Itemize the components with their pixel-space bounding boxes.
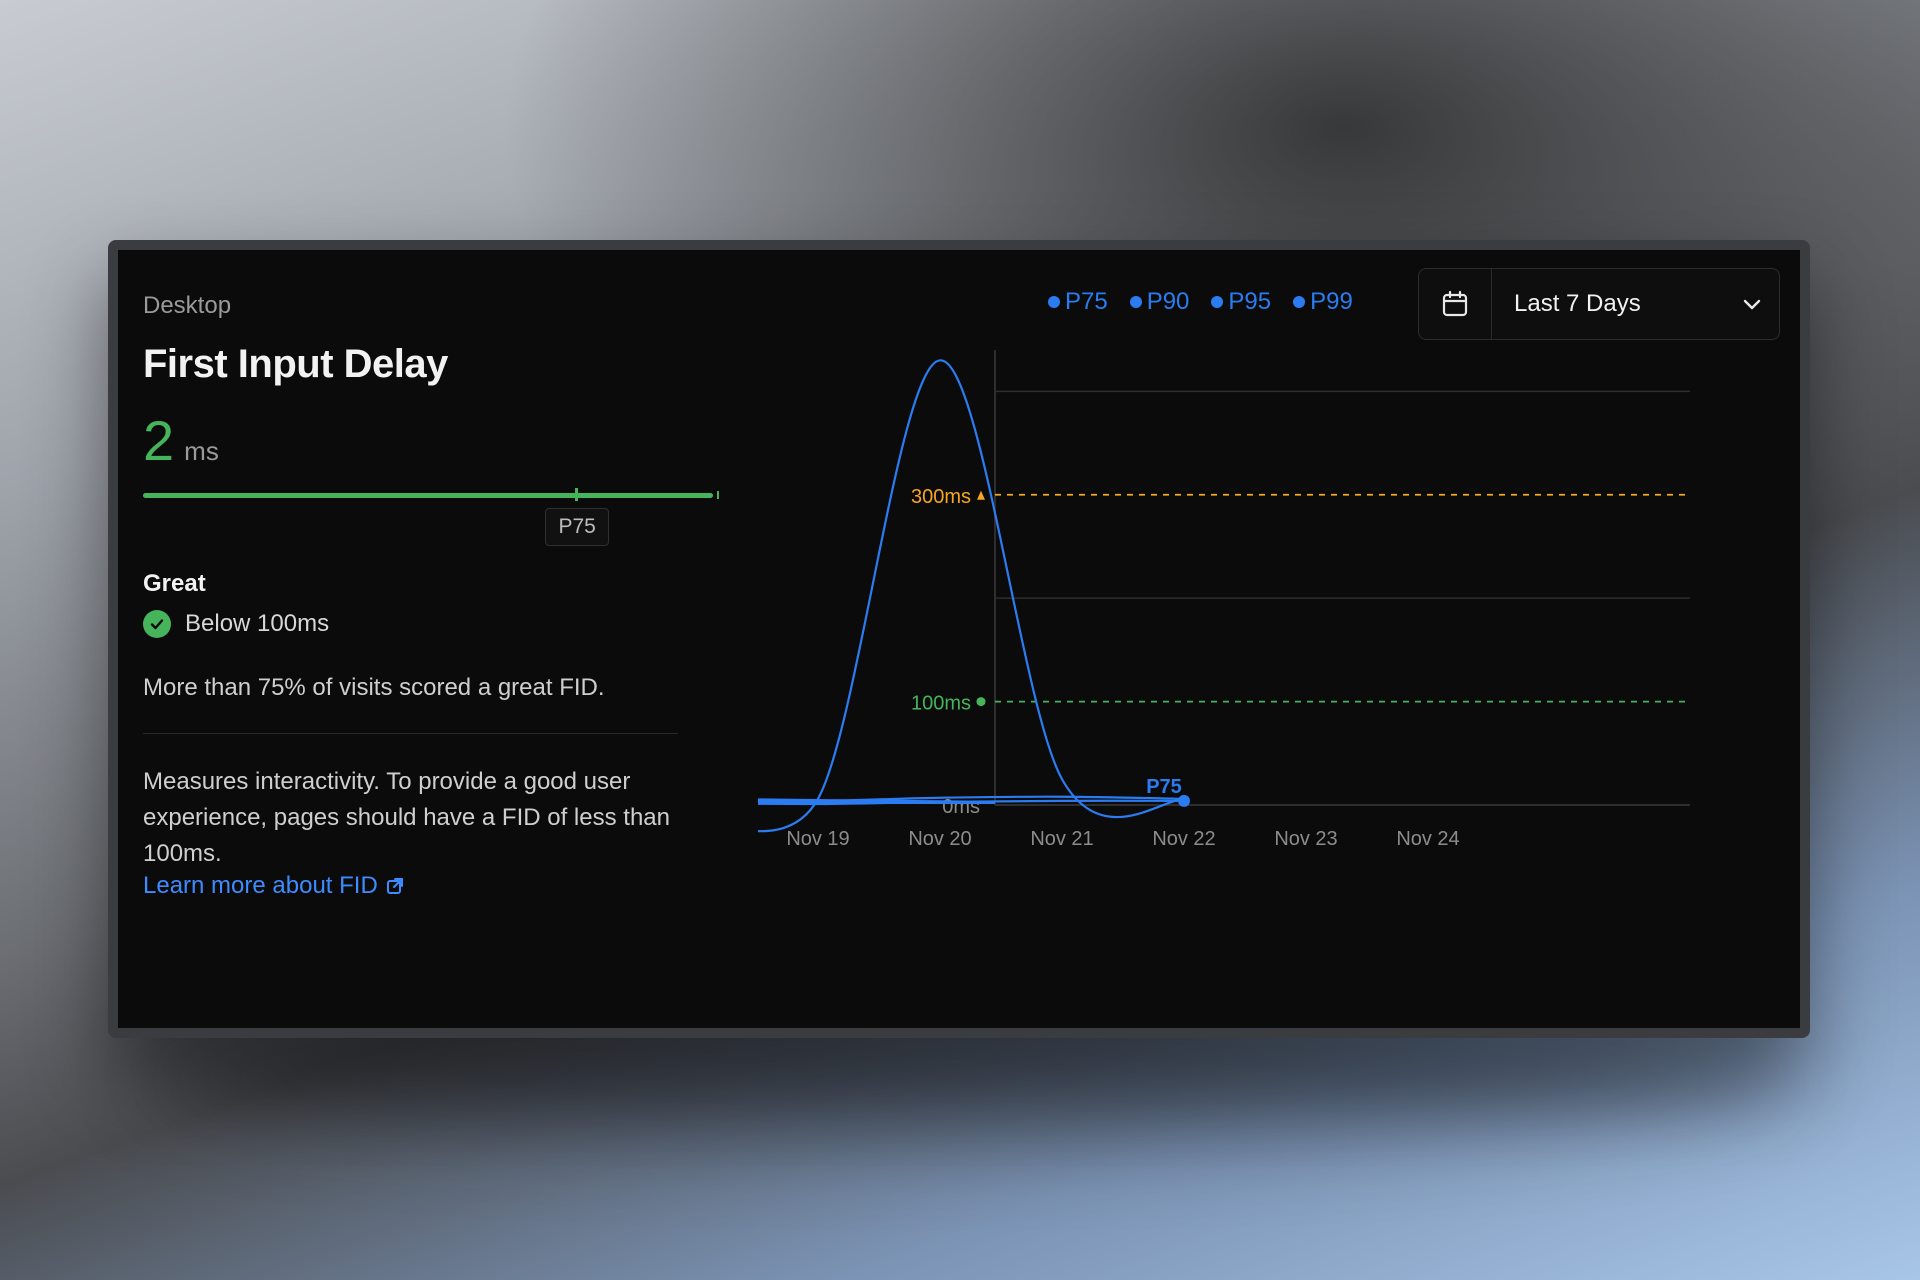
x-tick-label: Nov 23 — [1274, 828, 1337, 850]
device-label: Desktop — [143, 292, 232, 319]
series-endpoint — [1178, 794, 1190, 807]
legend-item-p95[interactable]: P95 — [1211, 288, 1271, 316]
series-line-p99 — [758, 359, 1185, 833]
metric-value-unit: ms — [184, 436, 219, 466]
date-range-select[interactable]: Last 7 Days — [1418, 268, 1780, 340]
dropdown-toggle[interactable] — [1725, 269, 1779, 339]
card-shadow — [150, 1020, 1790, 1140]
series-line-p75 — [758, 799, 1185, 806]
threshold-text: Below 100ms — [185, 610, 330, 637]
metric-title: First Input Delay — [143, 342, 448, 386]
endpoint-label: P75 — [1146, 776, 1182, 798]
calendar-button[interactable] — [1419, 269, 1492, 339]
legend-item-p90[interactable]: P90 — [1129, 288, 1190, 316]
chevron-down-icon — [1743, 299, 1761, 310]
legend-item-p75[interactable]: P75 — [1048, 288, 1108, 316]
score-bar-end-tick — [717, 491, 719, 499]
metric-value: 2 ms — [143, 408, 219, 473]
x-tick-label: Nov 19 — [786, 828, 849, 850]
score-summary: More than 75% of visits scored a great F… — [143, 674, 605, 701]
x-tick-label: Nov 24 — [1396, 828, 1459, 850]
divider — [143, 733, 678, 734]
fid-metric-card: Desktop First Input Delay 2 ms P75 Great… — [118, 250, 1800, 1028]
date-range-value: Last 7 Days — [1514, 290, 1641, 317]
external-link-icon — [386, 878, 403, 894]
legend-dot — [1293, 296, 1306, 308]
learn-more-link[interactable]: Learn more about FID — [143, 872, 404, 900]
rating-label: Great — [143, 570, 206, 597]
calendar-icon — [1442, 290, 1468, 317]
legend-label: P90 — [1146, 288, 1190, 315]
legend-dot — [1211, 296, 1224, 308]
legend-dot — [1129, 296, 1142, 308]
score-marker-label: P75 — [545, 508, 610, 546]
learn-more-text: Learn more about FID — [143, 872, 378, 899]
metric-description: Measures interactivity. To provide a goo… — [143, 768, 670, 867]
x-tick-label: Nov 22 — [1152, 828, 1215, 850]
x-tick-label: Nov 21 — [1030, 828, 1093, 850]
y-tick-marker — [977, 490, 985, 500]
score-bar-fill — [143, 493, 713, 498]
x-tick-label: Nov 20 — [908, 828, 971, 850]
score-bar-marker — [575, 488, 579, 501]
y-tick-label: 100ms — [911, 693, 971, 715]
threshold-row: Below 100ms — [143, 610, 329, 638]
legend-label: P99 — [1310, 288, 1353, 315]
legend-label: P95 — [1228, 288, 1272, 315]
legend-label: P75 — [1065, 288, 1108, 315]
chart-legend: P75 P90 P95 P99 — [1048, 288, 1353, 316]
y-tick-label: 300ms — [911, 486, 971, 508]
legend-item-p99[interactable]: P99 — [1293, 288, 1353, 316]
legend-dot — [1048, 296, 1060, 308]
y-tick-marker — [976, 697, 986, 707]
y-tick-label: 0ms — [942, 796, 980, 818]
metric-value-number: 2 — [143, 409, 175, 472]
check-icon — [143, 610, 171, 638]
